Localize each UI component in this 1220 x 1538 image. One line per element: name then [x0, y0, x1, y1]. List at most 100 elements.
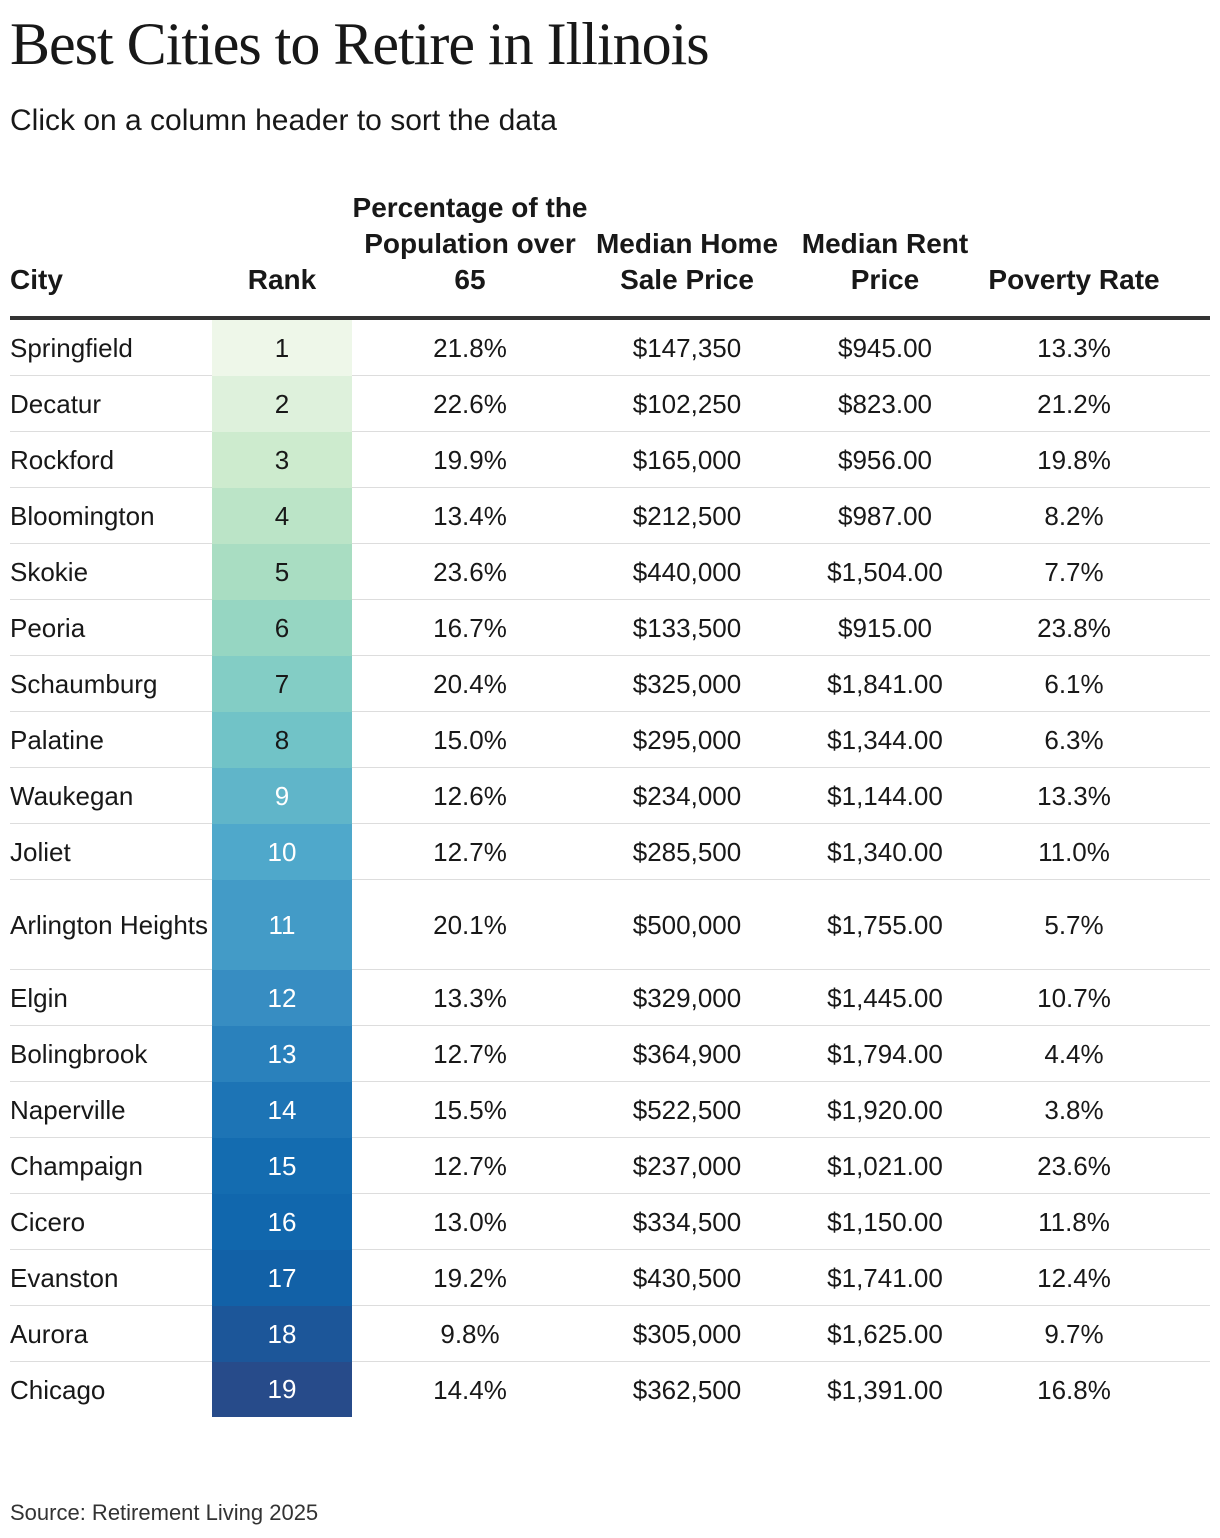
row-spacer [1164, 599, 1210, 656]
table-row: Bloomington 4 13.4% $212,500 $987.00 8.2% [10, 487, 1210, 544]
rank-cell: 15 [212, 1137, 352, 1194]
row-spacer [1164, 655, 1210, 712]
row-spacer [1164, 879, 1210, 970]
data-cell: $1,841.00 [786, 655, 984, 712]
city-cell: Champaign [10, 1137, 212, 1194]
data-cell: $1,794.00 [786, 1025, 984, 1082]
rank-cell: 7 [212, 655, 352, 712]
column-header[interactable]: Median Home Sale Price [588, 190, 786, 320]
city-cell: Peoria [10, 599, 212, 656]
rank-cell: 18 [212, 1305, 352, 1362]
data-cell: $915.00 [786, 599, 984, 656]
source: Source: Retirement Living 2025 [10, 1500, 319, 1525]
data-cell: $1,144.00 [786, 767, 984, 824]
data-cell: 13.3% [984, 318, 1164, 376]
data-cell: $823.00 [786, 375, 984, 432]
city-cell: Elgin [10, 969, 212, 1026]
rank-cell: 13 [212, 1025, 352, 1082]
data-cell: $212,500 [588, 487, 786, 544]
row-spacer [1164, 431, 1210, 488]
data-cell: $500,000 [588, 879, 786, 970]
data-cell: 13.4% [352, 487, 588, 544]
subtitle: Click on a column header to sort the dat… [10, 104, 557, 137]
city-cell: Waukegan [10, 767, 212, 824]
data-cell: 9.8% [352, 1305, 588, 1362]
data-cell: 21.2% [984, 375, 1164, 432]
table-row: Arlington Heights 11 20.1% $500,000 $1,755.0… [10, 879, 1210, 970]
data-cell: $1,445.00 [786, 969, 984, 1026]
data-cell: 9.7% [984, 1305, 1164, 1362]
data-cell: 19.9% [352, 431, 588, 488]
column-header[interactable]: Percentage of the Population over 65 [352, 190, 588, 320]
data-cell: $133,500 [588, 599, 786, 656]
data-cell: $1,391.00 [827, 1374, 943, 1405]
row-spacer [1164, 1193, 1210, 1250]
rank-cell: 2 [212, 375, 352, 432]
city-cell: Schaumburg [10, 655, 212, 712]
city-cell: Evanston [10, 1249, 212, 1306]
row-spacer [1164, 1137, 1210, 1194]
data-cell: 16.7% [352, 599, 588, 656]
data-cell: 15.0% [352, 711, 588, 768]
data-cell: $430,500 [588, 1249, 786, 1306]
column-header[interactable]: Poverty Rate [984, 190, 1164, 320]
city-cell: Decatur [10, 375, 212, 432]
data-cell: $102,250 [588, 375, 786, 432]
city-cell: Palatine [10, 711, 212, 768]
table-row: Bolingbrook 13 12.7% $364,900 $1,794.00 4.4% [10, 1025, 1210, 1082]
data-cell: $325,000 [588, 655, 786, 712]
column-header[interactable]: Rank [212, 190, 352, 320]
data-cell: $1,344.00 [786, 711, 984, 768]
rank-cell: 3 [212, 431, 352, 488]
row-spacer [1164, 711, 1210, 768]
data-cell: 5.7% [984, 879, 1164, 970]
data-cell: 22.6% [352, 375, 588, 432]
row-spacer [1164, 318, 1210, 376]
table-row: Peoria 6 16.7% $133,500 $915.00 23.8% [10, 599, 1210, 656]
table-row: Waukegan 9 12.6% $234,000 $1,144.00 13.3% [10, 767, 1210, 824]
data-cell: 19.8% [984, 431, 1164, 488]
data-cell: 10.7% [984, 969, 1164, 1026]
data-cell: 11.8% [984, 1193, 1164, 1250]
row-spacer [1164, 823, 1210, 880]
title: Best Cities to Retire in Illinois [10, 11, 710, 77]
data-cell: $1,504.00 [786, 543, 984, 600]
row-spacer [1164, 1305, 1210, 1362]
data-cell: 12.7% [352, 1137, 588, 1194]
column-header[interactable]: Median Rent Price [786, 190, 984, 320]
data-cell: 3.8% [984, 1081, 1164, 1138]
city-cell: Rockford [10, 431, 212, 488]
rank-cell: 17 [212, 1249, 352, 1306]
city-cell: Aurora [10, 1305, 212, 1362]
table-body: Springfield 1 21.8% $147,350 $945.00 13.3% Dec… [10, 318, 1210, 1417]
table-row: Naperville 14 15.5% $522,500 $1,920.00 3.8% [10, 1081, 1210, 1138]
data-cell: 6.3% [984, 711, 1164, 768]
data-cell: $1,625.00 [786, 1305, 984, 1362]
data-cell: 14.4% [433, 1374, 507, 1405]
city-cell: Arlington Heights [10, 879, 212, 970]
table-row: Decatur 2 22.6% $102,250 $823.00 21.2% [10, 375, 1210, 432]
city-cell: Skokie [10, 543, 212, 600]
table-row: Evanston 17 19.2% $430,500 $1,741.00 12.4% [10, 1249, 1210, 1306]
table-row: Aurora 18 9.8% $305,000 $1,625.00 9.7% [10, 1305, 1210, 1362]
data-cell: 12.6% [352, 767, 588, 824]
data-cell: $165,000 [588, 431, 786, 488]
table-row: Chicago 19 14.4% $362,500 $1,391.00 16.8% [10, 1361, 1210, 1417]
data-cell: 7.7% [984, 543, 1164, 600]
data-cell: $364,900 [588, 1025, 786, 1082]
data-cell: 4.4% [984, 1025, 1164, 1082]
city-cell: Cicero [10, 1193, 212, 1250]
table-row: Rockford 3 19.9% $165,000 $956.00 19.8% [10, 431, 1210, 488]
table-row: Champaign 15 12.7% $237,000 $1,021.00 23.6% [10, 1137, 1210, 1194]
rank-cell: 9 [212, 767, 352, 824]
data-cell: $329,000 [588, 969, 786, 1026]
rank-cell: 19 [212, 1361, 352, 1417]
data-cell: 11.0% [984, 823, 1164, 880]
header-spacer [1164, 190, 1210, 320]
data-cell: $1,755.00 [786, 879, 984, 970]
rank-cell: 14 [212, 1081, 352, 1138]
data-cell: $295,000 [588, 711, 786, 768]
column-header[interactable]: City [10, 190, 212, 320]
data-table: City Rank Percentage of the Population ove… [10, 190, 1210, 1417]
